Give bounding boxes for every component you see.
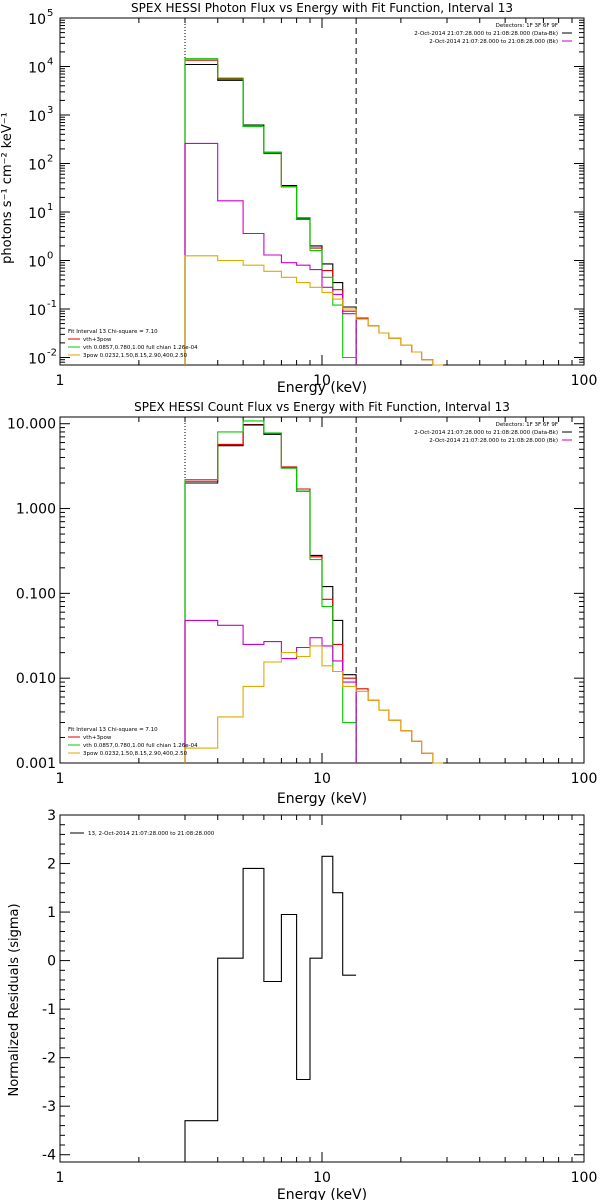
photon-flux-legend-top-right-entry: 2-Oct-2014 21:07:28.000 to 21:08:28.000 …	[414, 31, 558, 37]
photon-flux-y-tick-label: 10	[28, 351, 46, 367]
photon-flux-legend-bottom-left-entry: 3pow 0.0232,1.50,8.15,2.90,400,2.50	[83, 353, 188, 359]
photon-flux-y-tick-exponent: 3	[47, 105, 53, 116]
count-flux-x-tick-label: 100	[571, 771, 598, 787]
count-flux-legend-top-right-entry: 2-Oct-2014 21:07:28.000 to 21:08:28.000 …	[414, 430, 558, 436]
photon-flux-legend-top-right-entry: Detectors: 1F 3F 6F 9F	[496, 23, 558, 29]
count-flux-x-axis-label: Energy (keV)	[277, 791, 367, 807]
count-flux-x-tick-label: 10	[313, 771, 331, 787]
photon-flux-y-tick-label: 10	[28, 60, 46, 76]
count-flux-legend-bottom-left-entry: vth 0.0857,0.780,1.00 full chian 1.26e-0…	[83, 743, 198, 749]
residuals-y-tick-label: -1	[42, 1002, 56, 1018]
count-flux-panel: SPEX HESSI Count Flux vs Energy with Fit…	[7, 400, 597, 807]
residuals-y-tick-label: -4	[42, 1148, 56, 1164]
count-flux-x-tick-label: 1	[56, 771, 65, 787]
residuals-series-13-2-oct-2014-21-07-28-000-to-21-08-28-000	[184, 855, 357, 1162]
photon-flux-y-tick-label: 10	[28, 254, 46, 270]
photon-flux-x-axis-label: Energy (keV)	[277, 380, 367, 396]
residuals-legend-entry: 13, 2-Oct-2014 21:07:28.000 to 21:08:28.…	[88, 831, 215, 837]
count-flux-y-tick-label: 10.000	[7, 417, 56, 433]
photon-flux-y-tick-label: 10	[28, 303, 46, 319]
count-flux-y-tick-label: 0.100	[16, 586, 56, 602]
residuals-y-tick-label: -3	[42, 1099, 56, 1115]
photon-flux-y-tick-exponent: -1	[47, 299, 57, 310]
photon-flux-y-axis-label: photons s⁻¹ cm⁻² keV⁻¹	[0, 112, 15, 264]
photon-flux-x-tick-label: 1	[56, 373, 65, 389]
photon-flux-y-tick-exponent: -2	[47, 347, 57, 358]
residuals-plot-area: 1 10 100 -4 -3 -2 -1 0 1 2 3 13, 2-Oct-2014 21:07:2…	[42, 808, 597, 1186]
count-flux-legend-bottom-left-entry: 3pow 0.0232,1.50,8.15,2.90,400,2.50	[83, 751, 188, 757]
count-flux-legend-top-right-entry: 2-Oct-2014 21:07:28.000 to 21:08:28.000 …	[429, 438, 558, 444]
photon-flux-y-tick-exponent: 0	[47, 250, 53, 261]
photon-flux-legend-bottom-left-entry: vth+3pow	[83, 337, 112, 343]
photon-flux-panel: SPEX HESSI Photon Flux vs Energy with Fi…	[0, 1, 597, 396]
photon-flux-x-tick-label: 10	[313, 373, 331, 389]
photon-flux-legend-bottom-left-entry: Fit Interval 13 Chi-square = 7.10	[68, 329, 158, 335]
residuals-y-axis-label: Normalized Residuals (sigma)	[7, 903, 22, 1096]
photon-flux-series-3pow	[184, 255, 444, 366]
count-flux-legend-bottom-left-entry: vth+3pow	[83, 735, 112, 741]
count-flux-legend-bottom-left-entry: Fit Interval 13 Chi-square = 7.10	[68, 727, 158, 733]
count-flux-y-tick-label: 1.000	[16, 502, 56, 518]
photon-flux-y-tick-exponent: 4	[47, 56, 53, 67]
photon-flux-series-bk	[184, 142, 357, 365]
photon-flux-legend-bottom-left-entry: vth 0.0857,0.780,1.00 full chian 1.26e-0…	[83, 345, 198, 351]
count-flux-y-tick-label: 0.001	[16, 756, 56, 772]
residuals-y-tick-label: 2	[47, 857, 56, 873]
count-flux-plot-area: 1 10 100 0.001 0.010 0.100 1.000 10.000 Detector…	[7, 416, 598, 787]
residuals-y-tick-label: 1	[47, 905, 56, 921]
residuals-x-tick-label: 1	[56, 1170, 65, 1186]
residuals-y-tick-label: 3	[47, 808, 56, 824]
residuals-y-tick-label: -2	[42, 1051, 56, 1067]
photon-flux-y-tick-label: 10	[28, 109, 46, 125]
residuals-panel: 1 10 100 -4 -3 -2 -1 0 1 2 3 13, 2-Oct-2014 21:07:2…	[7, 808, 597, 1200]
count-flux-title: SPEX HESSI Count Flux vs Energy with Fit…	[134, 400, 510, 414]
photon-flux-y-tick-exponent: 5	[47, 8, 53, 19]
residuals-y-tick-label: 0	[47, 954, 56, 970]
residuals-x-tick-label: 10	[313, 1170, 331, 1186]
photon-flux-series-vth	[184, 58, 357, 365]
photon-flux-title: SPEX HESSI Photon Flux vs Energy with Fi…	[131, 1, 513, 15]
photon-flux-y-tick-exponent: 2	[47, 153, 53, 164]
count-flux-y-tick-label: 0.010	[16, 671, 56, 687]
photon-flux-legend-top-right-entry: 2-Oct-2014 21:07:28.000 to 21:08:28.000 …	[429, 39, 558, 45]
count-flux-series-3pow	[184, 645, 444, 764]
photon-flux-y-tick-label: 10	[28, 12, 46, 28]
photon-flux-y-tick-label: 10	[28, 157, 46, 173]
photon-flux-x-tick-label: 100	[571, 373, 598, 389]
count-flux-legend-top-right-entry: Detectors: 1F 3F 6F 9F	[496, 422, 558, 428]
residuals-x-tick-label: 100	[571, 1170, 598, 1186]
photon-flux-y-tick-exponent: 1	[47, 202, 53, 213]
residuals-x-axis-label: Energy (keV)	[277, 1187, 367, 1200]
photon-flux-y-tick-label: 10	[28, 206, 46, 222]
